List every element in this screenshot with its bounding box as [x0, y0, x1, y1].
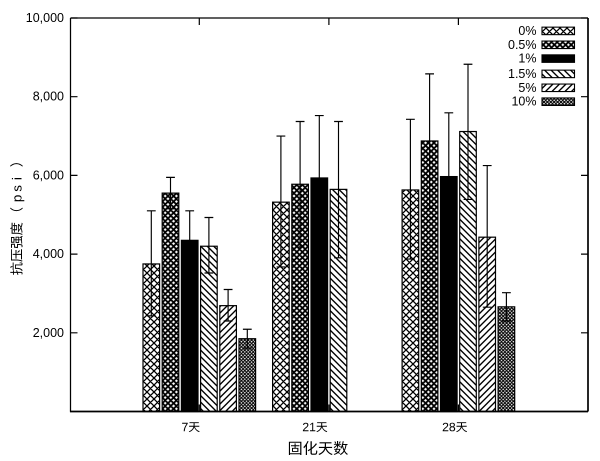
svg-text:1.5%: 1.5% — [508, 67, 537, 81]
svg-text:4,000: 4,000 — [33, 247, 64, 261]
svg-text:1%: 1% — [518, 52, 536, 66]
svg-text:8,000: 8,000 — [33, 90, 64, 104]
svg-text:6,000: 6,000 — [33, 168, 64, 182]
svg-text:0.5%: 0.5% — [508, 38, 537, 52]
svg-text:10%: 10% — [511, 95, 536, 109]
svg-text:2,000: 2,000 — [33, 326, 64, 340]
svg-text:0%: 0% — [518, 24, 536, 38]
svg-text:5%: 5% — [518, 81, 536, 95]
svg-text:10,000: 10,000 — [26, 11, 64, 25]
